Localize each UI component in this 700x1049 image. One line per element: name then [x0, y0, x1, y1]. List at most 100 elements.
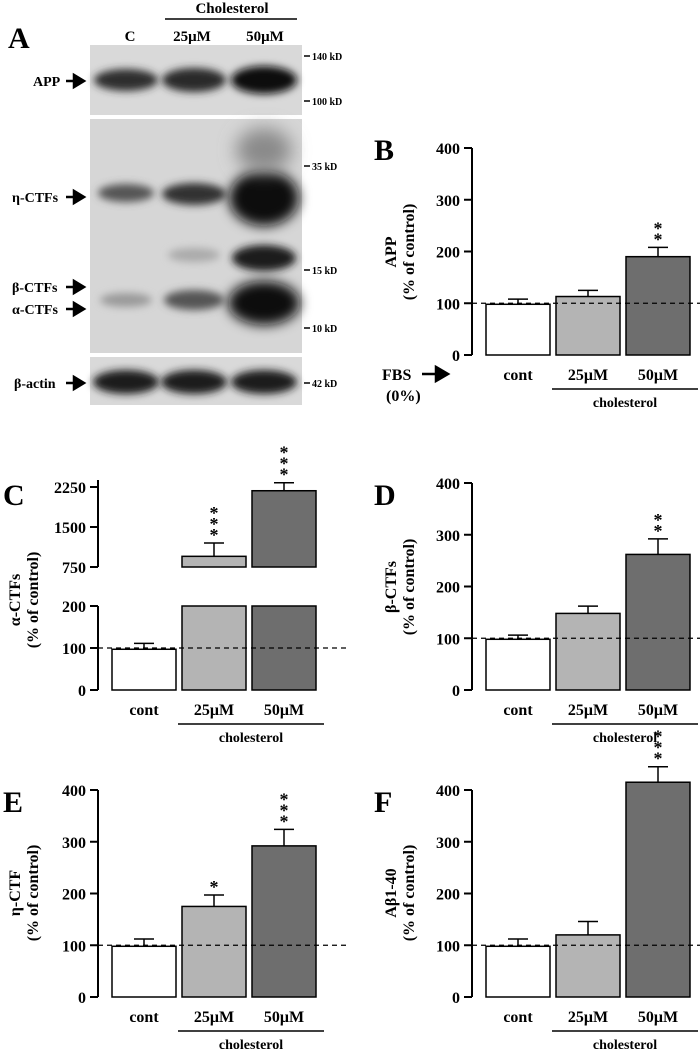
- fbs-value: (0%): [386, 388, 421, 405]
- arrow-alpha-ctfs: [66, 300, 87, 318]
- y-tick-label-4: 400: [436, 141, 460, 158]
- bar-50μM: [625, 553, 691, 691]
- y-axis-title-line2: (% of control): [401, 539, 418, 636]
- significance-2-1: *: [654, 738, 663, 758]
- y-tick-label-upper-0: 750: [62, 560, 86, 577]
- category-label-2: 50μM: [264, 1009, 304, 1026]
- significance-2-1: *: [654, 510, 663, 530]
- y-axis-title-line1: α-CTFs: [7, 574, 24, 626]
- band-eta-lane2: [162, 183, 226, 205]
- y-tick-label-1: 100: [436, 631, 460, 648]
- lane-label-50um: 50μM: [246, 29, 284, 45]
- band-alpha-lane2: [164, 290, 224, 310]
- chart-panel-b: 0 100 200 300 400 ** B APP (% of control) cont 25μ…: [374, 134, 700, 411]
- category-label-0: cont: [129, 1009, 159, 1026]
- y-axis-title-line1: η-CTF: [7, 870, 24, 917]
- y-tick-label-3: 300: [436, 835, 460, 852]
- group-label: cholesterol: [593, 731, 657, 746]
- y-tick-label-upper-1: 1500: [54, 520, 86, 537]
- bar-50μM: [625, 781, 691, 998]
- y-tick-label-0: 0: [78, 990, 86, 1007]
- bar-50μM-upper: [251, 489, 317, 568]
- significance-2-2: *: [280, 443, 289, 463]
- lane-label-control: C: [125, 29, 136, 45]
- significance-2-2: *: [654, 727, 663, 747]
- y-tick-label-1: 100: [436, 296, 460, 313]
- treatment-label: Cholesterol: [195, 1, 268, 17]
- bar-cont: [485, 303, 551, 356]
- fbs-annotation: FBS (0%): [382, 364, 451, 405]
- band-alpha-lane3: [228, 281, 300, 325]
- y-axis-title-line2: (% of control): [25, 845, 42, 942]
- band-actin-lane3: [231, 370, 297, 394]
- significance-1-1: *: [210, 514, 219, 534]
- y-tick-label-2: 200: [62, 887, 86, 904]
- group-label: cholesterol: [593, 1038, 657, 1049]
- arrow-beta-actin: [66, 374, 87, 392]
- y-axis-title-line1: Aβ1-40: [383, 868, 400, 917]
- label-beta-ctfs: β-CTFs: [12, 281, 58, 296]
- bar-25μM: [181, 905, 247, 998]
- chart-panel-f: 0 100 200 300 400 *** F Aβ1-40 (% of control) con…: [374, 727, 700, 1049]
- panel-letter: F: [374, 786, 392, 819]
- fbs-label: FBS: [382, 367, 411, 384]
- y-axis-title-line2: (% of control): [401, 845, 418, 942]
- category-label-0: cont: [129, 702, 159, 719]
- category-label-1: 25μM: [194, 702, 234, 719]
- marker-42kd: 42 kD: [312, 379, 337, 390]
- y-axis-title-line2: (% of control): [25, 552, 42, 649]
- y-axis-title-line1: β-CTFs: [383, 561, 400, 613]
- panel-letter: E: [3, 786, 23, 819]
- y-tick-label-3: 300: [62, 835, 86, 852]
- category-label-1: 25μM: [568, 367, 608, 384]
- category-label-0: cont: [503, 1009, 533, 1026]
- label-eta-ctfs: η-CTFs: [12, 191, 59, 206]
- band-alpha-lane1: [100, 293, 152, 307]
- panel-letter-a: A: [8, 22, 30, 55]
- y-tick-label-1: 100: [436, 938, 460, 955]
- marker-140kd: 140 kD: [312, 52, 342, 63]
- label-app: APP: [33, 75, 61, 90]
- marker-10kd: 10 kD: [312, 324, 337, 335]
- y-axis-title-line2: (% of control): [401, 204, 418, 301]
- y-tick-label-lower-1: 100: [62, 641, 86, 658]
- significance-2-1: *: [280, 454, 289, 474]
- y-tick-label-4: 400: [62, 783, 86, 800]
- band-actin-lane2: [161, 370, 227, 394]
- y-tick-label-0: 0: [452, 990, 460, 1007]
- arrow-app: [66, 72, 87, 90]
- group-label: cholesterol: [219, 731, 283, 746]
- band-app-lane3: [231, 66, 297, 94]
- band-app-lane1: [94, 69, 158, 91]
- bar-cont: [485, 945, 551, 998]
- bar-cont: [485, 638, 551, 691]
- category-label-1: 25μM: [568, 702, 608, 719]
- significance-1-0: *: [210, 525, 219, 545]
- band-actin-lane1: [93, 370, 159, 394]
- marker-100kd: 100 kD: [312, 97, 342, 108]
- arrow-beta-ctfs: [66, 278, 87, 296]
- significance-2-1: *: [654, 218, 663, 238]
- group-label: cholesterol: [219, 1038, 283, 1049]
- bar-cont: [111, 945, 177, 998]
- significance-1-0: *: [210, 877, 219, 897]
- band-eta-lane1: [98, 184, 154, 202]
- significance-2-0: *: [654, 229, 663, 249]
- marker-15kd: 15 kD: [312, 266, 337, 277]
- band-app-lane2: [162, 68, 226, 92]
- category-label-0: cont: [503, 367, 533, 384]
- band-mid-lane3: [232, 245, 296, 271]
- significance-2-0: *: [280, 465, 289, 485]
- marker-35kd: 35 kD: [312, 162, 337, 173]
- y-tick-label-0: 0: [452, 348, 460, 365]
- band-mid-lane2: [168, 248, 220, 262]
- bar-50μM: [625, 255, 691, 356]
- bar-50μM: [251, 845, 317, 998]
- significance-2-0: *: [654, 521, 663, 541]
- significance-1-2: *: [210, 503, 219, 523]
- group-label: cholesterol: [593, 396, 657, 411]
